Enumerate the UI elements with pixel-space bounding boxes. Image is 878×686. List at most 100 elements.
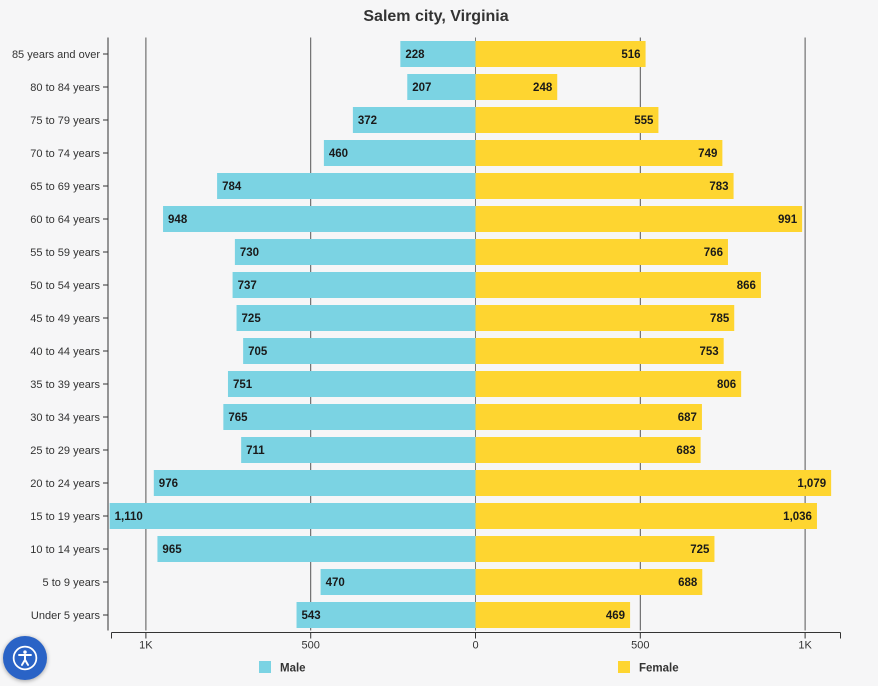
- female-value-label: 785: [710, 313, 730, 325]
- category-label: 50 to 54 years: [30, 280, 100, 292]
- male-value-label: 470: [326, 577, 345, 589]
- male-value-label: 730: [240, 247, 259, 259]
- female-bar: [475, 536, 715, 562]
- category-label: 10 to 14 years: [30, 544, 100, 556]
- male-value-label: 1,110: [115, 511, 143, 523]
- female-value-label: 469: [606, 610, 625, 622]
- category-label: Under 5 years: [31, 610, 101, 622]
- female-bar: [475, 338, 724, 364]
- male-bar: [227, 371, 476, 397]
- category-label: 80 to 84 years: [30, 82, 100, 94]
- female-bar: [475, 371, 742, 397]
- female-value-label: 555: [634, 115, 654, 127]
- female-value-label: 688: [678, 577, 698, 589]
- x-tick-label: 0: [472, 640, 478, 652]
- category-label: 5 to 9 years: [43, 577, 101, 589]
- female-value-label: 516: [621, 49, 640, 61]
- male-bar: [157, 536, 476, 562]
- male-value-label: 948: [168, 214, 188, 226]
- male-bar: [217, 173, 476, 199]
- female-value-label: 806: [717, 379, 736, 391]
- female-bar: [475, 437, 701, 463]
- female-bar: [475, 305, 735, 331]
- female-value-label: 753: [700, 346, 719, 358]
- female-bar: [475, 503, 817, 529]
- female-value-label: 783: [709, 181, 728, 193]
- male-bar: [296, 602, 476, 628]
- female-value-label: 725: [690, 544, 710, 556]
- female-value-label: 991: [778, 214, 798, 226]
- category-label: 35 to 39 years: [30, 379, 100, 391]
- legend-male-label: Male: [280, 663, 306, 675]
- male-value-label: 207: [412, 82, 431, 94]
- category-label: 15 to 19 years: [30, 511, 100, 523]
- male-value-label: 725: [242, 313, 262, 325]
- male-bar: [234, 239, 476, 265]
- female-bar: [475, 140, 723, 166]
- female-bar: [475, 272, 761, 298]
- category-label: 60 to 64 years: [30, 214, 100, 226]
- female-value-label: 687: [678, 412, 697, 424]
- female-bar: [475, 107, 659, 133]
- category-label: 70 to 74 years: [30, 148, 100, 160]
- male-value-label: 765: [228, 412, 248, 424]
- male-bar: [163, 206, 476, 232]
- female-value-label: 1,036: [783, 511, 812, 523]
- category-label: 55 to 59 years: [30, 247, 100, 259]
- legend-female-label: Female: [639, 663, 679, 675]
- female-bar: [475, 569, 703, 595]
- category-label: 75 to 79 years: [30, 115, 100, 127]
- male-bar: [223, 404, 476, 430]
- female-bar: [475, 404, 702, 430]
- male-bar: [232, 272, 476, 298]
- female-value-label: 683: [676, 445, 695, 457]
- male-bar: [109, 503, 476, 529]
- female-value-label: 766: [704, 247, 723, 259]
- male-bar: [352, 107, 476, 133]
- male-value-label: 228: [405, 49, 425, 61]
- x-tick-label: 500: [302, 640, 320, 652]
- female-bar: [475, 239, 728, 265]
- female-bar: [475, 206, 803, 232]
- female-bar: [475, 74, 558, 100]
- male-bar: [320, 569, 476, 595]
- category-label: 45 to 49 years: [30, 313, 100, 325]
- male-value-label: 965: [162, 544, 182, 556]
- male-value-label: 460: [329, 148, 348, 160]
- male-value-label: 543: [302, 610, 321, 622]
- male-value-label: 751: [233, 379, 253, 391]
- male-value-label: 372: [358, 115, 377, 127]
- legend-female-swatch: [618, 661, 630, 673]
- male-bar: [153, 470, 476, 496]
- female-bar: [475, 41, 646, 67]
- male-value-label: 784: [222, 181, 242, 193]
- female-value-label: 866: [737, 280, 756, 292]
- female-bar: [475, 173, 734, 199]
- male-value-label: 705: [248, 346, 268, 358]
- category-label: 30 to 34 years: [30, 412, 100, 424]
- male-bar: [241, 437, 476, 463]
- male-bar: [407, 74, 476, 100]
- male-bar: [243, 338, 476, 364]
- category-label: 25 to 29 years: [30, 445, 100, 457]
- chart-title: Salem city, Virginia: [363, 8, 509, 25]
- category-label: 65 to 69 years: [30, 181, 100, 193]
- legend-male-swatch: [259, 661, 271, 673]
- accessibility-icon: [12, 645, 38, 671]
- category-label: 85 years and over: [12, 49, 100, 61]
- category-label: 40 to 44 years: [30, 346, 100, 358]
- accessibility-button[interactable]: [3, 636, 47, 680]
- female-value-label: 1,079: [797, 478, 826, 490]
- female-value-label: 248: [533, 82, 553, 94]
- category-label: 20 to 24 years: [30, 478, 100, 490]
- x-tick-label: 1K: [139, 640, 153, 652]
- x-tick-label: 500: [631, 640, 649, 652]
- male-bar: [236, 305, 476, 331]
- male-bar: [323, 140, 476, 166]
- female-bar: [475, 602, 631, 628]
- female-value-label: 749: [698, 148, 717, 160]
- x-tick-label: 1K: [798, 640, 812, 652]
- male-bar: [400, 41, 476, 67]
- male-value-label: 711: [246, 445, 265, 457]
